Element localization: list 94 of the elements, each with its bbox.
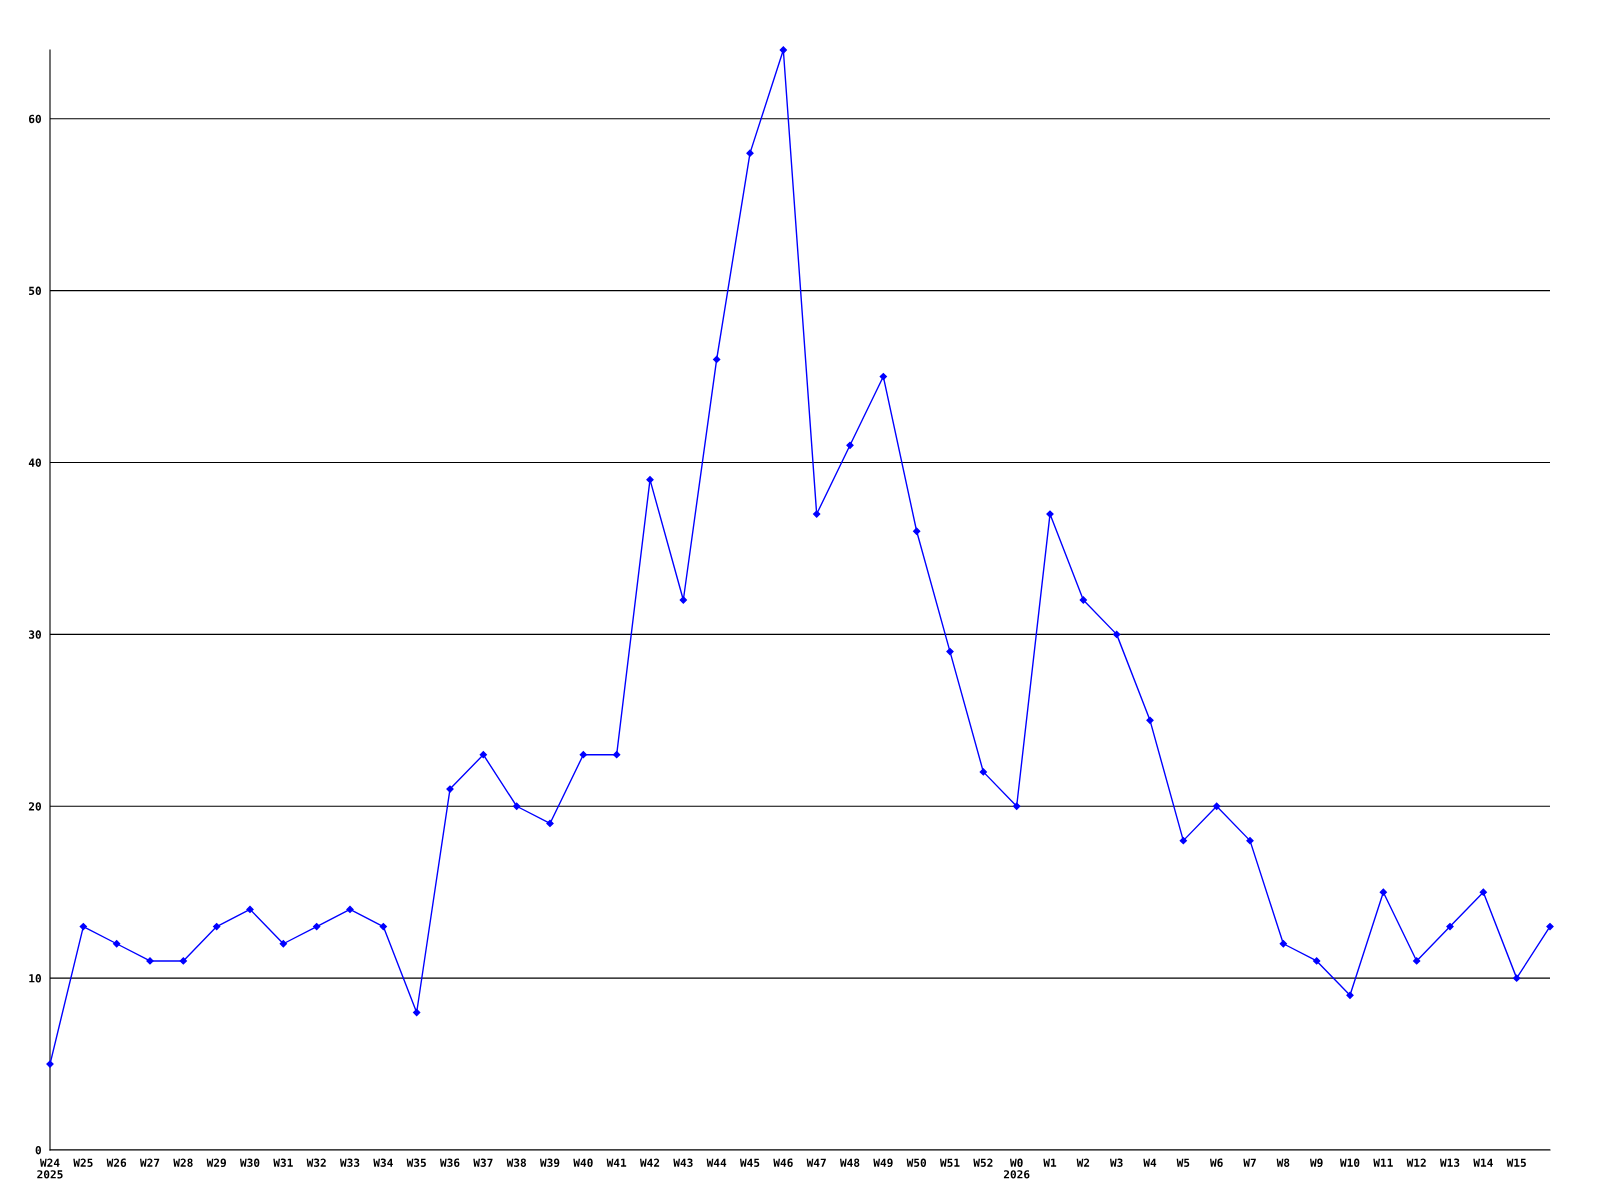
point <box>1013 802 1021 810</box>
point <box>613 751 621 759</box>
x-tick-label: W28 <box>173 1158 193 1167</box>
point <box>1546 922 1554 931</box>
point <box>513 802 521 810</box>
x-tick-label: W50 <box>906 1158 927 1167</box>
x-tick-label: W2 <box>1076 1158 1090 1167</box>
point <box>979 768 987 776</box>
x-tick-label: W14 <box>1473 1158 1493 1167</box>
x-tick-label: W6 <box>1209 1158 1223 1167</box>
y-tick-label: 40 <box>28 458 41 467</box>
point <box>379 922 387 931</box>
point <box>1279 940 1287 948</box>
point <box>279 940 287 948</box>
point <box>246 905 254 914</box>
x-tick-label: W45 <box>739 1158 760 1167</box>
point <box>179 957 187 965</box>
x-tick-label: W31 <box>273 1158 293 1167</box>
point <box>846 441 854 449</box>
point <box>1346 991 1354 999</box>
point <box>746 149 754 157</box>
x-tick-label: W25 <box>73 1158 93 1167</box>
x-tick-label: W24 2025 <box>37 1158 63 1179</box>
x-tick-label: W7 <box>1243 1158 1256 1167</box>
x-tick-label: W40 <box>573 1158 593 1167</box>
x-tick-label: W39 <box>539 1158 560 1167</box>
point <box>1379 888 1387 896</box>
x-tick-label: W15 <box>1506 1158 1526 1167</box>
point <box>1246 836 1254 845</box>
x-tick-label: W43 <box>673 1158 693 1167</box>
point <box>1479 888 1487 896</box>
x-tick-label: W47 <box>806 1158 826 1167</box>
point <box>1113 630 1121 639</box>
point <box>479 751 487 759</box>
point <box>1079 596 1087 604</box>
point <box>413 1008 421 1017</box>
point <box>779 46 787 54</box>
point <box>879 372 887 381</box>
x-tick-label: W11 <box>1373 1158 1393 1167</box>
point <box>946 647 954 656</box>
x-tick-label: W32 <box>306 1158 326 1167</box>
x-tick-label: W26 <box>106 1158 127 1167</box>
point <box>313 922 321 931</box>
x-tick-label: W8 <box>1276 1158 1290 1167</box>
point <box>1446 922 1454 931</box>
point <box>113 940 121 948</box>
x-tick-label: W46 <box>773 1158 793 1167</box>
x-tick-label: W34 <box>373 1158 393 1167</box>
x-tick-label: W30 <box>239 1158 260 1167</box>
point <box>546 819 554 828</box>
x-tick-label: W48 <box>839 1158 860 1167</box>
point <box>1413 957 1421 965</box>
point <box>79 922 87 931</box>
point <box>1146 716 1154 724</box>
x-tick-label: W1 <box>1043 1158 1057 1167</box>
y-tick-label: 50 <box>29 286 41 295</box>
y-tick-label: 60 <box>29 114 41 124</box>
point <box>579 751 587 759</box>
point <box>679 596 687 604</box>
x-tick-label: W0 2026 <box>1003 1158 1030 1179</box>
x-tick-label: W4 <box>1143 1158 1157 1167</box>
x-tick-label: W10 <box>1339 1158 1360 1167</box>
x-tick-label: W51 <box>939 1158 960 1167</box>
x-tick-label: W5 <box>1176 1158 1190 1167</box>
x-tick-label: W27 <box>139 1158 160 1167</box>
y-tick-label: 0 <box>35 1145 41 1155</box>
x-tick-label: W9 <box>1309 1158 1323 1167</box>
point <box>1513 974 1521 982</box>
x-tick-label: W3 <box>1109 1158 1123 1167</box>
x-tick-label: W13 <box>1439 1158 1460 1167</box>
x-tick-label: W42 <box>639 1158 660 1167</box>
x-tick-label: W49 <box>873 1158 893 1167</box>
x-tick-label: W37 <box>473 1158 493 1167</box>
x-tick-label: W36 <box>439 1158 460 1167</box>
point <box>713 355 721 364</box>
point <box>1179 836 1187 845</box>
point <box>346 905 354 914</box>
x-tick-label: W41 <box>606 1158 627 1167</box>
x-tick-label: W52 <box>973 1158 993 1167</box>
x-tick-label: W38 <box>506 1158 526 1167</box>
x-tick-label: W44 <box>706 1158 727 1167</box>
point <box>813 510 821 518</box>
y-tick-label: 10 <box>29 974 41 983</box>
point <box>1313 957 1321 965</box>
x-tick-label: W35 <box>406 1158 426 1167</box>
y-tick-label: 30 <box>28 630 41 639</box>
point <box>213 922 221 931</box>
x-tick-label: W29 <box>206 1158 226 1167</box>
point <box>1213 802 1221 810</box>
y-tick-label: 20 <box>28 802 41 811</box>
x-tick-label: W33 <box>339 1158 360 1167</box>
point <box>646 476 654 484</box>
point <box>913 527 921 535</box>
x-tick-label: W12 <box>1406 1158 1426 1167</box>
